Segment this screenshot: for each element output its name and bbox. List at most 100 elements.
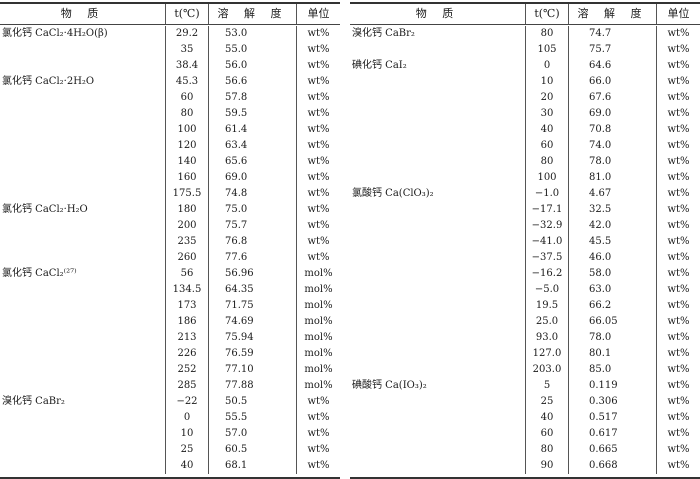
unit-cell: wt% (656, 314, 700, 330)
solubility-cell: 67.6 (568, 90, 656, 106)
unit-cell: wt% (656, 458, 700, 474)
unit-cell: wt% (296, 122, 340, 138)
unit-cell: mol% (296, 266, 340, 282)
table-row: 40 0.517 wt% (350, 410, 700, 426)
solubility-cell: 75.94 (208, 330, 296, 346)
solubility-cell: 74.8 (208, 186, 296, 202)
solubility-cell: 77.6 (208, 250, 296, 266)
header-substance: 物 质 (60, 7, 105, 20)
table-row: 氯化钙 CaCl₂·4H₂O(β) 29.2 53.0 wt% (0, 26, 340, 42)
temperature-cell: 226 (165, 346, 208, 362)
unit-cell: wt% (656, 186, 700, 202)
solubility-cell: 57.8 (208, 90, 296, 106)
substance-cell (350, 218, 525, 234)
unit-cell: wt% (656, 442, 700, 458)
header-unit: 单位 (656, 4, 700, 24)
table-row: 60 0.617 wt% (350, 426, 700, 442)
temperature-cell: 25 (165, 442, 208, 458)
table-row: 60 57.8 wt% (0, 90, 340, 106)
substance-cell (0, 234, 165, 250)
unit-cell: wt% (296, 170, 340, 186)
solubility-cell: 78.0 (568, 330, 656, 346)
solubility-cell: 78.0 (568, 154, 656, 170)
solubility-cell: 80.1 (568, 346, 656, 362)
temperature-cell: 60 (525, 138, 568, 154)
substance-cell (0, 458, 165, 474)
solubility-cell: 75.7 (568, 42, 656, 58)
unit-cell: wt% (656, 378, 700, 394)
substance-cell: 氯化钙 CaCl₂⁽²⁷⁾ (2, 268, 77, 279)
solubility-cell: 0.517 (568, 410, 656, 426)
substance-cell: 氯化钙 CaCl₂·2H₂O (2, 76, 95, 87)
substance-cell (0, 314, 165, 330)
substance-cell (0, 282, 165, 298)
unit-cell: wt% (656, 394, 700, 410)
unit-cell: wt% (296, 202, 340, 218)
substance-cell (0, 138, 165, 154)
temperature-cell: 127.0 (525, 346, 568, 362)
substance-cell: 氯化钙 CaCl₂·4H₂O(β) (2, 28, 108, 39)
substance-cell (0, 426, 165, 442)
solubility-cell: 0.306 (568, 394, 656, 410)
substance-cell (350, 106, 525, 122)
temperature-cell: 60 (525, 426, 568, 442)
table-row: 碘酸钙 Ca(IO₃)₂ 5 0.119 wt% (350, 378, 700, 394)
unit-cell: wt% (656, 234, 700, 250)
unit-cell: wt% (656, 330, 700, 346)
substance-cell (350, 282, 525, 298)
table-body: 溴化钙 CaBr₂ 80 74.7 wt% 105 75.7 wt% 碘化钙 CaI₂ 0 64.… (350, 25, 700, 477)
substance-cell (350, 42, 525, 58)
solubility-cell: 4.67 (568, 186, 656, 202)
solubility-cell: 63.4 (208, 138, 296, 154)
unit-cell: wt% (656, 122, 700, 138)
temperature-cell: 35 (165, 42, 208, 58)
solubility-cell: 85.0 (568, 362, 656, 378)
solubility-cell: 56.0 (208, 58, 296, 74)
temperature-cell: 173 (165, 298, 208, 314)
solubility-cell: 58.0 (568, 266, 656, 282)
substance-cell (0, 362, 165, 378)
temperature-cell: 80 (165, 106, 208, 122)
solubility-cell: 0.617 (568, 426, 656, 442)
solubility-cell: 64.35 (208, 282, 296, 298)
substance-cell (0, 410, 165, 426)
temperature-cell: 80 (525, 154, 568, 170)
substance-cell (0, 346, 165, 362)
solubility-cell: 69.0 (568, 106, 656, 122)
table-row: 252 77.10 mol% (0, 362, 340, 378)
table-row: 溴化钙 CaBr₂ −22 50.5 wt% (0, 394, 340, 410)
solubility-cell: 60.5 (208, 442, 296, 458)
table-row: −37.5 46.0 wt% (350, 250, 700, 266)
substance-cell (350, 138, 525, 154)
solubility-cell: 53.0 (208, 26, 296, 42)
substance-cell (350, 170, 525, 186)
solubility-cell: 50.5 (208, 394, 296, 410)
table-row: 175.5 74.8 wt% (0, 186, 340, 202)
table-row: 碘化钙 CaI₂ 0 64.6 wt% (350, 58, 700, 74)
table-row: 260 77.6 wt% (0, 250, 340, 266)
solubility-cell: 66.2 (568, 298, 656, 314)
temperature-cell: 186 (165, 314, 208, 330)
unit-cell: wt% (656, 426, 700, 442)
unit-cell: mol% (296, 362, 340, 378)
temperature-cell: 20 (525, 90, 568, 106)
unit-cell: wt% (656, 298, 700, 314)
substance-cell (350, 394, 525, 410)
temperature-cell: 120 (165, 138, 208, 154)
solubility-cell: 66.05 (568, 314, 656, 330)
table-row: 60 74.0 wt% (350, 138, 700, 154)
solubility-cell: 76.59 (208, 346, 296, 362)
substance-cell (0, 298, 165, 314)
unit-cell: mol% (296, 378, 340, 394)
temperature-cell: −16.2 (525, 266, 568, 282)
unit-cell: wt% (656, 346, 700, 362)
temperature-cell: 45.3 (165, 74, 208, 90)
table-row: 氯化钙 CaCl₂·2H₂O 45.3 56.6 wt% (0, 74, 340, 90)
solubility-cell: 0.668 (568, 458, 656, 474)
table-row: 25.0 66.05 wt% (350, 314, 700, 330)
table-row: 200 75.7 wt% (0, 218, 340, 234)
solubility-cell: 46.0 (568, 250, 656, 266)
table-row: 溴化钙 CaBr₂ 80 74.7 wt% (350, 26, 700, 42)
temperature-cell: 140 (165, 154, 208, 170)
temperature-cell: 0 (165, 410, 208, 426)
